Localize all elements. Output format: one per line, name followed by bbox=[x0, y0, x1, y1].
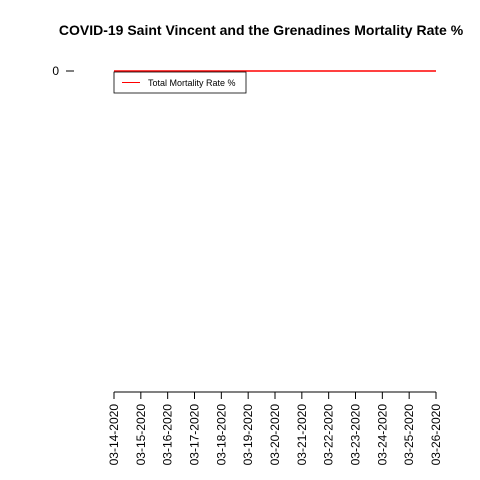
x-tick-label: 03-17-2020 bbox=[188, 404, 202, 466]
x-axis: 03-14-2020 03-15-2020 03-16-2020 03-17-2020… bbox=[107, 391, 443, 466]
x-tick-label: 03-15-2020 bbox=[134, 404, 148, 466]
chart-title: COVID-19 Saint Vincent and the Grenadine… bbox=[59, 22, 464, 38]
x-tick-label: 03-16-2020 bbox=[161, 404, 175, 466]
x-tick-label: 03-23-2020 bbox=[349, 404, 363, 466]
y-axis: 0 bbox=[52, 64, 74, 78]
x-tick-label: 03-22-2020 bbox=[322, 404, 336, 466]
x-tick-label: 03-20-2020 bbox=[268, 404, 282, 466]
x-tick-label: 03-21-2020 bbox=[295, 404, 309, 466]
y-tick-label: 0 bbox=[52, 64, 59, 78]
x-tick-label: 03-14-2020 bbox=[107, 404, 121, 466]
legend-box bbox=[113, 71, 247, 94]
legend: Total Mortality Rate % bbox=[113, 71, 247, 94]
x-tick-label: 03-25-2020 bbox=[402, 404, 416, 466]
x-tick-label: 03-18-2020 bbox=[214, 404, 228, 466]
legend-label: Total Mortality Rate % bbox=[148, 78, 236, 88]
x-tick-label: 03-26-2020 bbox=[429, 404, 443, 466]
x-tick-label: 03-24-2020 bbox=[375, 404, 389, 466]
x-tick-label: 03-19-2020 bbox=[241, 404, 255, 466]
